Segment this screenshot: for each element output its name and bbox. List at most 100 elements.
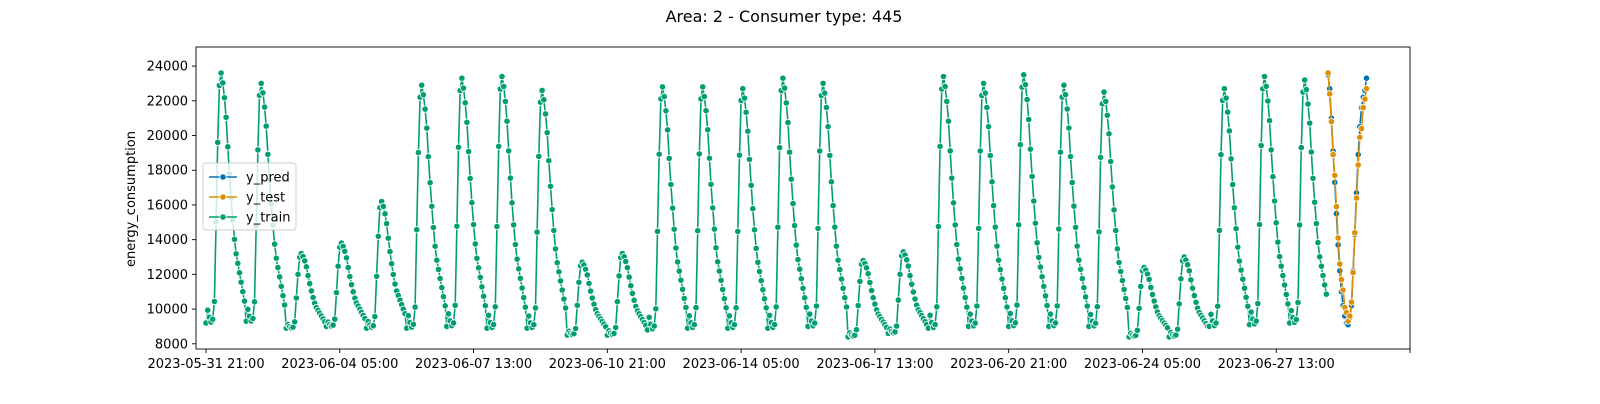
data-point bbox=[573, 301, 581, 309]
data-point bbox=[1115, 258, 1123, 267]
data-point bbox=[677, 276, 685, 284]
data-point bbox=[1321, 281, 1329, 289]
data-point bbox=[1187, 276, 1195, 284]
data-point bbox=[1282, 290, 1290, 299]
data-point bbox=[612, 323, 620, 332]
data-point bbox=[911, 295, 919, 303]
data-point bbox=[682, 303, 690, 312]
x-tick-label: 2023-06-24 05:00 bbox=[1084, 357, 1201, 372]
data-point bbox=[585, 279, 593, 287]
data-point bbox=[1319, 271, 1327, 280]
data-point bbox=[274, 263, 282, 272]
data-point bbox=[495, 142, 503, 150]
data-point bbox=[732, 304, 740, 312]
data-point bbox=[1105, 130, 1113, 138]
data-point bbox=[1063, 105, 1071, 113]
data-point bbox=[1100, 88, 1108, 96]
data-point bbox=[291, 318, 299, 326]
data-point bbox=[821, 89, 829, 97]
data-point bbox=[986, 151, 994, 160]
data-point bbox=[998, 275, 1006, 283]
data-point bbox=[304, 271, 312, 280]
data-point bbox=[780, 84, 789, 92]
data-point bbox=[668, 204, 677, 212]
data-point bbox=[438, 283, 446, 292]
data-point bbox=[819, 79, 827, 88]
data-point bbox=[1346, 312, 1354, 320]
data-point bbox=[1262, 82, 1270, 90]
data-point bbox=[752, 244, 760, 252]
data-point bbox=[1070, 202, 1078, 210]
data-point bbox=[1227, 155, 1235, 163]
data-point bbox=[908, 280, 916, 288]
data-point bbox=[1301, 76, 1309, 84]
plot-frame bbox=[195, 46, 1411, 350]
data-point bbox=[513, 255, 521, 263]
data-point bbox=[811, 319, 819, 327]
legend-label: y_test bbox=[246, 191, 285, 206]
data-point bbox=[369, 322, 377, 330]
data-point bbox=[418, 81, 426, 89]
data-point bbox=[423, 124, 431, 132]
data-point bbox=[493, 222, 501, 231]
data-point bbox=[852, 326, 861, 334]
data-point bbox=[936, 142, 944, 150]
data-point bbox=[1113, 245, 1122, 253]
data-point bbox=[794, 255, 802, 264]
data-point bbox=[1239, 275, 1247, 283]
data-point bbox=[476, 273, 484, 281]
data-point bbox=[237, 278, 245, 286]
data-point bbox=[826, 151, 834, 160]
data-point bbox=[665, 154, 673, 162]
data-point bbox=[653, 227, 662, 235]
data-point bbox=[543, 129, 551, 137]
data-point bbox=[749, 205, 757, 213]
data-point bbox=[981, 89, 989, 97]
data-point bbox=[1307, 148, 1315, 156]
data-point bbox=[1118, 276, 1127, 285]
data-point bbox=[1232, 225, 1240, 233]
data-point bbox=[1066, 152, 1075, 161]
data-point bbox=[1043, 301, 1051, 310]
data-point bbox=[772, 303, 780, 311]
data-point bbox=[623, 264, 632, 272]
data-point bbox=[734, 227, 742, 235]
data-point bbox=[775, 144, 784, 152]
data-point bbox=[1020, 71, 1028, 79]
data-point bbox=[906, 271, 914, 280]
data-point bbox=[869, 294, 877, 302]
data-point bbox=[1230, 204, 1239, 212]
data-point bbox=[560, 295, 568, 303]
data-point bbox=[224, 143, 232, 151]
data-point bbox=[429, 223, 437, 232]
data-point bbox=[976, 147, 984, 155]
data-point bbox=[946, 147, 954, 155]
data-point bbox=[954, 255, 963, 263]
data-point bbox=[1184, 261, 1192, 269]
data-point bbox=[655, 150, 663, 158]
data-point bbox=[934, 222, 943, 231]
data-point bbox=[1083, 302, 1091, 310]
data-point bbox=[235, 269, 244, 277]
data-point bbox=[404, 312, 412, 320]
data-point bbox=[1068, 178, 1076, 187]
data-point bbox=[1220, 85, 1229, 93]
data-point bbox=[1060, 81, 1068, 89]
data-point bbox=[521, 303, 530, 311]
x-tick-label: 2023-06-10 21:00 bbox=[549, 357, 666, 372]
data-point bbox=[991, 223, 999, 231]
data-point bbox=[1082, 293, 1090, 301]
data-point bbox=[1030, 197, 1038, 205]
data-point bbox=[1150, 297, 1158, 305]
data-point bbox=[704, 126, 712, 134]
data-point bbox=[501, 97, 509, 106]
data-point bbox=[613, 298, 622, 306]
data-point bbox=[372, 272, 381, 280]
data-point bbox=[349, 288, 357, 296]
data-point bbox=[426, 179, 434, 187]
y-tick-label: 14000 bbox=[147, 233, 188, 248]
data-point bbox=[1352, 194, 1361, 202]
data-point bbox=[469, 221, 478, 229]
data-point bbox=[1294, 298, 1302, 307]
